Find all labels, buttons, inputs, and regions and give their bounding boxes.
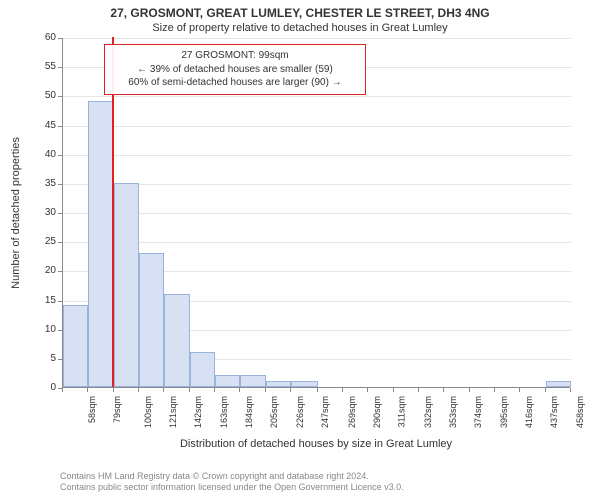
y-tick-mark	[58, 242, 62, 243]
x-tick-mark	[138, 388, 139, 392]
y-tick-label: 20	[34, 265, 56, 276]
histogram-bar	[240, 375, 265, 387]
x-tick-mark	[367, 388, 368, 392]
x-tick-label: 458sqm	[575, 396, 585, 428]
x-tick-label: 332sqm	[423, 396, 433, 428]
x-tick-label: 205sqm	[269, 396, 279, 428]
y-tick-mark	[58, 301, 62, 302]
y-tick-mark	[58, 126, 62, 127]
x-tick-label: 353sqm	[448, 396, 458, 428]
y-axis-label: Number of detached properties	[10, 137, 22, 289]
x-tick-mark	[545, 388, 546, 392]
histogram-bar	[266, 381, 291, 387]
x-tick-label: 247sqm	[320, 396, 330, 428]
grid-line	[63, 38, 571, 39]
histogram-bar	[139, 253, 164, 387]
y-tick-mark	[58, 213, 62, 214]
y-tick-label: 15	[34, 295, 56, 306]
grid-line	[63, 155, 571, 156]
x-tick-mark	[87, 388, 88, 392]
grid-line	[63, 184, 571, 185]
chart-title: 27, GROSMONT, GREAT LUMLEY, CHESTER LE S…	[0, 0, 600, 20]
annotation-line-3: 60% of semi-detached houses are larger (…	[113, 76, 357, 90]
x-tick-label: 290sqm	[372, 396, 382, 428]
y-tick-mark	[58, 184, 62, 185]
y-tick-label: 50	[34, 90, 56, 101]
x-tick-mark	[418, 388, 419, 392]
y-tick-label: 5	[34, 353, 56, 364]
histogram-bar	[63, 305, 88, 387]
histogram-bar	[291, 381, 318, 387]
y-tick-label: 45	[34, 120, 56, 131]
x-tick-mark	[393, 388, 394, 392]
grid-line	[63, 126, 571, 127]
y-tick-label: 30	[34, 207, 56, 218]
x-tick-mark	[62, 388, 63, 392]
x-tick-mark	[494, 388, 495, 392]
x-tick-mark	[469, 388, 470, 392]
x-tick-label: 395sqm	[499, 396, 509, 428]
x-tick-label: 416sqm	[524, 396, 534, 428]
histogram-bar	[114, 183, 139, 387]
x-tick-mark	[570, 388, 571, 392]
y-tick-label: 10	[34, 324, 56, 335]
x-tick-label: 142sqm	[193, 396, 203, 428]
x-tick-mark	[113, 388, 114, 392]
chart-subtitle: Size of property relative to detached ho…	[0, 22, 600, 34]
x-tick-mark	[443, 388, 444, 392]
x-tick-mark	[317, 388, 318, 392]
x-tick-label: 184sqm	[244, 396, 254, 428]
x-tick-label: 163sqm	[219, 396, 229, 428]
x-tick-label: 100sqm	[143, 396, 153, 428]
y-tick-mark	[58, 38, 62, 39]
y-tick-mark	[58, 155, 62, 156]
footer-line-1: Contains HM Land Registry data © Crown c…	[60, 471, 404, 483]
annotation-line-2: ← 39% of detached houses are smaller (59…	[113, 63, 357, 77]
x-tick-mark	[239, 388, 240, 392]
chart-footer: Contains HM Land Registry data © Crown c…	[60, 471, 404, 494]
x-tick-label: 311sqm	[397, 396, 407, 427]
histogram-bar	[546, 381, 571, 387]
y-tick-mark	[58, 359, 62, 360]
footer-line-2: Contains public sector information licen…	[60, 482, 404, 494]
y-tick-label: 60	[34, 32, 56, 43]
y-tick-mark	[58, 330, 62, 331]
y-tick-label: 35	[34, 178, 56, 189]
x-tick-mark	[265, 388, 266, 392]
x-tick-mark	[214, 388, 215, 392]
x-tick-label: 79sqm	[112, 396, 122, 423]
x-tick-mark	[342, 388, 343, 392]
y-tick-label: 55	[34, 61, 56, 72]
histogram-bar	[88, 101, 113, 387]
x-tick-label: 226sqm	[295, 396, 305, 428]
grid-line	[63, 213, 571, 214]
y-tick-mark	[58, 271, 62, 272]
property-annotation: 27 GROSMONT: 99sqm ← 39% of detached hou…	[104, 44, 366, 95]
x-tick-mark	[290, 388, 291, 392]
x-tick-mark	[189, 388, 190, 392]
x-axis-label: Distribution of detached houses by size …	[62, 438, 570, 450]
x-tick-mark	[163, 388, 164, 392]
x-tick-label: 437sqm	[549, 396, 559, 428]
y-tick-label: 25	[34, 236, 56, 247]
histogram-bar	[215, 375, 240, 387]
y-tick-mark	[58, 67, 62, 68]
histogram-bar	[164, 294, 189, 387]
grid-line	[63, 242, 571, 243]
x-tick-label: 58sqm	[87, 396, 97, 423]
x-tick-label: 374sqm	[473, 396, 483, 428]
x-tick-label: 121sqm	[168, 396, 178, 428]
x-tick-mark	[519, 388, 520, 392]
y-tick-label: 0	[34, 382, 56, 393]
annotation-line-1: 27 GROSMONT: 99sqm	[113, 49, 357, 63]
grid-line	[63, 96, 571, 97]
y-tick-label: 40	[34, 149, 56, 160]
y-tick-mark	[58, 96, 62, 97]
x-tick-label: 269sqm	[347, 396, 357, 428]
histogram-bar	[190, 352, 215, 387]
